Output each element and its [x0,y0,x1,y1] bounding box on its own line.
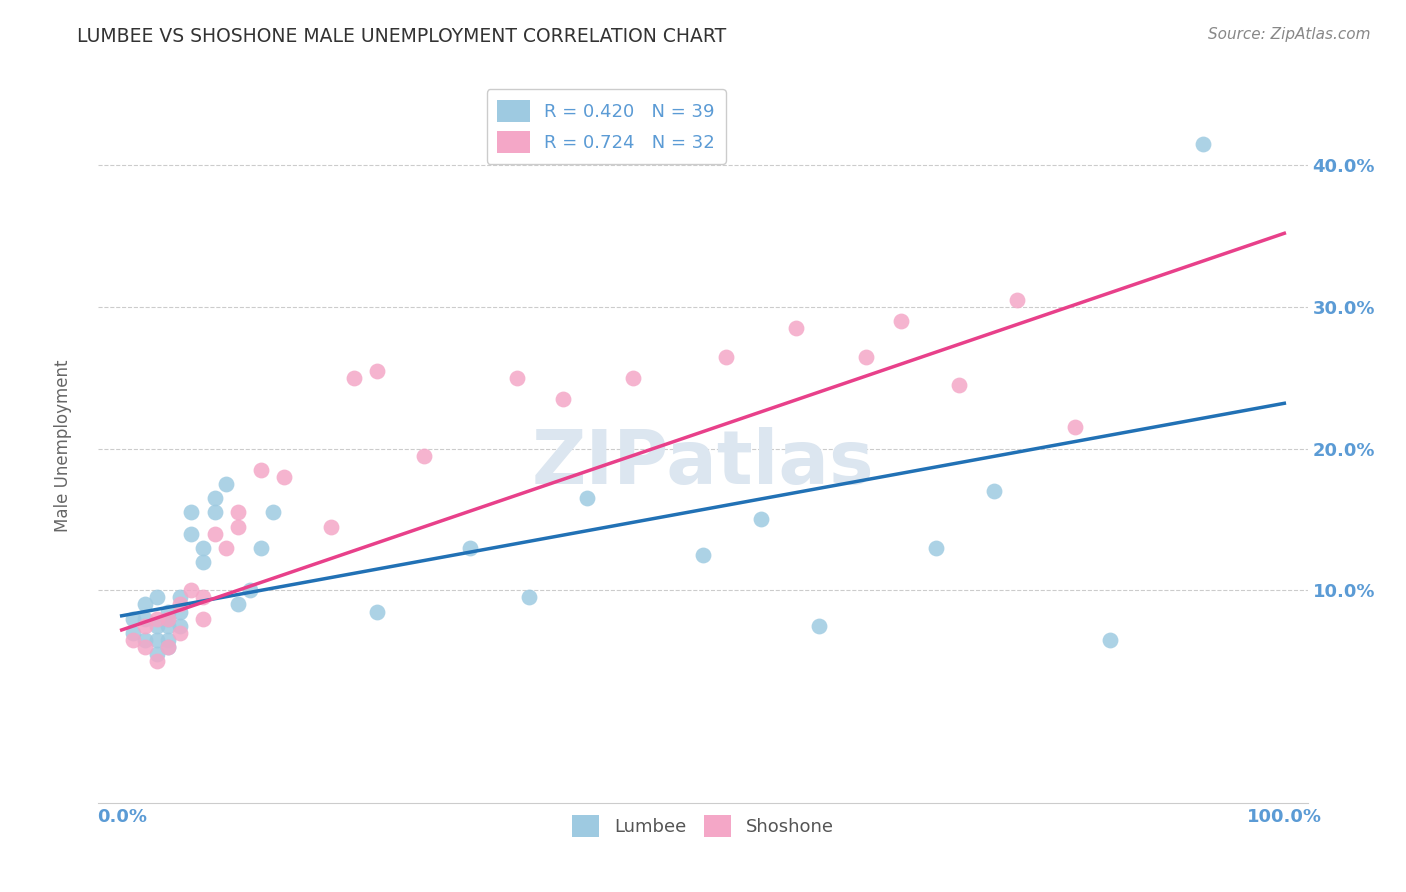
Point [366,364,388,378]
Point [134,612,156,626]
Point [157,612,180,626]
Point [1192,136,1215,151]
Point [239,583,262,598]
Point [1064,420,1087,434]
Point [134,598,156,612]
Point [157,632,180,647]
Point [169,591,191,605]
Point [157,612,180,626]
Point [716,350,738,364]
Point [924,541,946,555]
Point [226,505,249,519]
Point [808,618,831,632]
Point [157,605,180,619]
Point [343,371,366,385]
Point [169,598,191,612]
Point [273,470,295,484]
Point [890,314,912,328]
Point [157,640,180,654]
Point [948,377,970,392]
Point [621,371,644,385]
Point [250,541,273,555]
Point [215,477,238,491]
Point [145,591,167,605]
Point [134,632,156,647]
Point [145,618,167,632]
Point [122,632,145,647]
Text: Male Unemployment: Male Unemployment [55,359,72,533]
Point [145,612,167,626]
Point [204,505,226,519]
Text: Source: ZipAtlas.com: Source: ZipAtlas.com [1208,27,1371,42]
Point [169,618,191,632]
Point [1005,293,1028,307]
Point [191,541,214,555]
Point [366,605,388,619]
Point [983,484,1005,499]
Text: ZIPatlas: ZIPatlas [531,426,875,500]
Point [134,618,156,632]
Point [204,526,226,541]
Legend: Lumbee, Shoshone: Lumbee, Shoshone [565,808,841,845]
Point [169,625,191,640]
Point [157,618,180,632]
Point [180,583,202,598]
Point [460,541,482,555]
Point [692,548,714,562]
Point [180,505,202,519]
Point [517,591,540,605]
Point [145,654,167,668]
Point [575,491,598,506]
Point [180,526,202,541]
Point [553,392,575,406]
Point [145,647,167,661]
Point [749,512,772,526]
Point [319,519,342,533]
Point [226,519,249,533]
Point [134,640,156,654]
Point [157,640,180,654]
Point [169,605,191,619]
Point [226,598,249,612]
Point [785,321,807,335]
Point [250,463,273,477]
Point [145,632,167,647]
Point [506,371,529,385]
Point [1098,632,1121,647]
Point [262,505,284,519]
Point [855,350,877,364]
Text: LUMBEE VS SHOSHONE MALE UNEMPLOYMENT CORRELATION CHART: LUMBEE VS SHOSHONE MALE UNEMPLOYMENT COR… [77,27,727,45]
Point [191,612,214,626]
Point [191,591,214,605]
Point [204,491,226,506]
Point [191,555,214,569]
Point [122,612,145,626]
Point [413,449,436,463]
Point [215,541,238,555]
Point [122,625,145,640]
